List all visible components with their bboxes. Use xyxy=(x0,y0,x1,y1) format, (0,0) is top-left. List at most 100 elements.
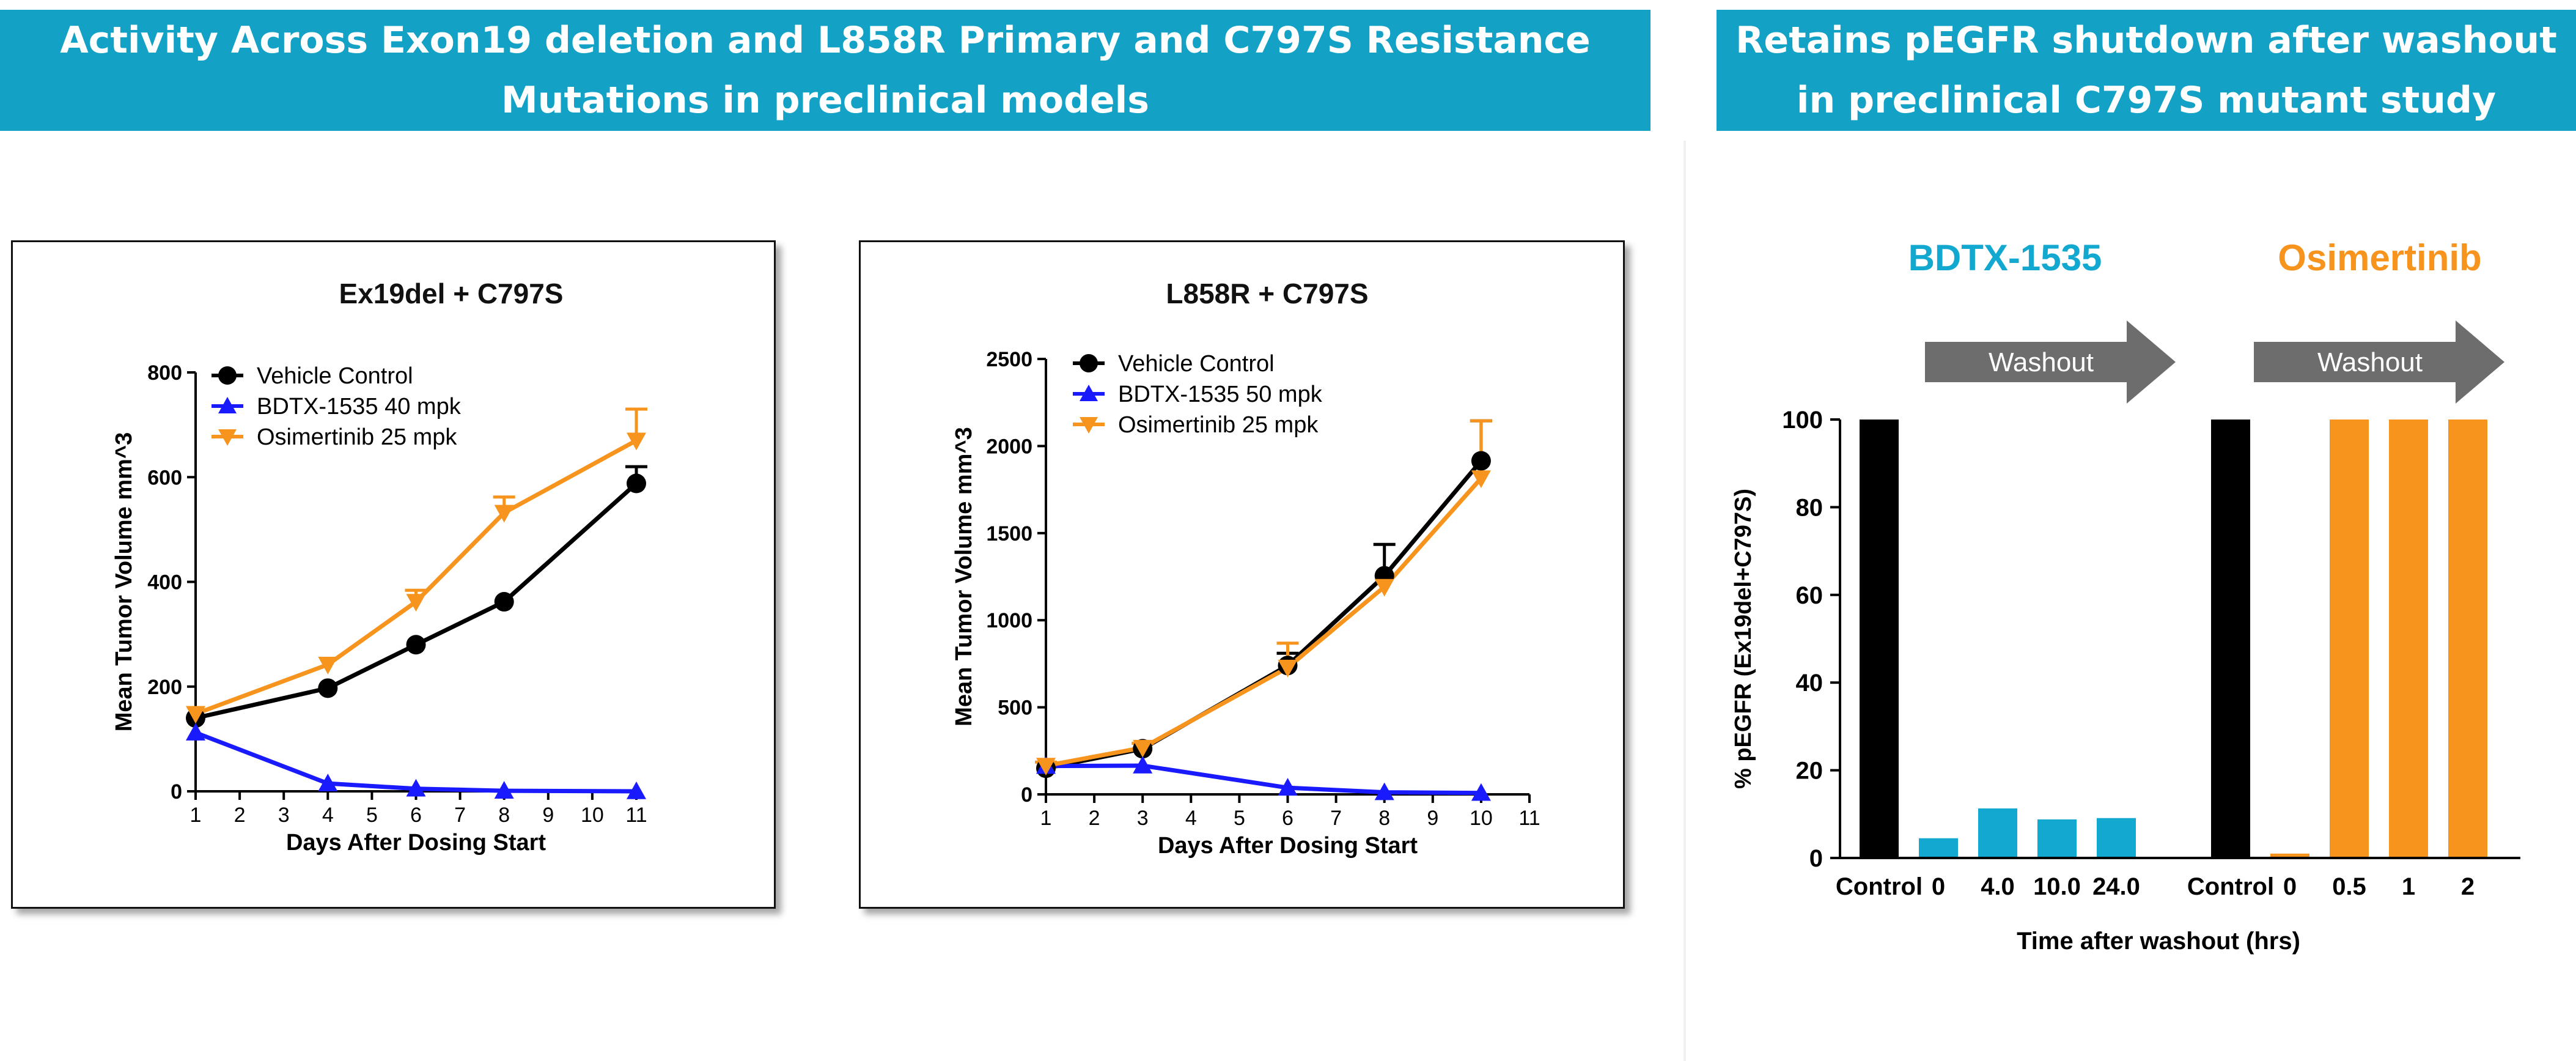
legend-label: BDTX-1535 50 mpk xyxy=(1118,382,1323,407)
y-tick-label: 0 xyxy=(1809,845,1823,872)
legend-marker xyxy=(218,397,237,413)
y-tick-label: 2000 xyxy=(986,435,1032,458)
x-tick-label: 4 xyxy=(1185,807,1197,830)
legend-marker xyxy=(1080,417,1098,434)
x-tick-label: 1 xyxy=(1040,807,1052,830)
legend-marker xyxy=(218,366,237,385)
x-tick-label: 0 xyxy=(2283,873,2297,900)
y-tick-label: 800 xyxy=(147,361,182,385)
y-axis-label: Mean Tumor Volume mm^3 xyxy=(951,427,977,726)
data-point xyxy=(1471,451,1491,471)
x-tick-label: 0 xyxy=(1932,873,1945,900)
y-tick-label: 80 xyxy=(1796,494,1823,521)
x-tick-label: 0.5 xyxy=(2332,873,2366,900)
y-tick-label: 1000 xyxy=(986,609,1032,632)
x-tick-label: 10.0 xyxy=(2033,873,2081,900)
x-tick-label: 2 xyxy=(1089,807,1100,830)
data-point xyxy=(318,774,338,791)
data-point xyxy=(494,505,514,523)
x-tick-label: 5 xyxy=(1234,807,1245,830)
data-point xyxy=(494,592,514,612)
data-point xyxy=(1374,579,1394,597)
banner-left-line1: Activity Across Exon19 deletion and L858… xyxy=(60,19,1591,62)
x-tick-label: 24.0 xyxy=(2092,873,2140,900)
series-line xyxy=(1045,763,1481,796)
washout-arrow-icon xyxy=(1925,320,2176,404)
x-tick-label: 7 xyxy=(454,804,466,827)
chart-title: L858R + C797S xyxy=(1166,278,1368,309)
washout-arrow-icon xyxy=(2254,320,2504,404)
chart-panel-l858r: L858R + C797S 1 2 3 4 5 6 7 8 9 10 11 0 500 1000 1500 20… xyxy=(859,240,1625,909)
data-point xyxy=(1471,783,1491,801)
x-tick-label: 5 xyxy=(366,804,378,827)
x-tick-label: 1 xyxy=(190,804,202,827)
y-tick-label: 60 xyxy=(1796,582,1823,609)
bar-chart-pegfr: BDTX-1535 Washout Control 0 4.0 10.0 24.0 Osime… xyxy=(1731,237,2520,955)
bar xyxy=(2330,420,2369,858)
banner-left-line2: Mutations in preclinical models xyxy=(501,79,1149,122)
data-point xyxy=(1374,782,1394,800)
line-chart-ex19del: Ex19del + C797S 1 2 3 4 5 6 7 8 9 10 11 0 200 400 600 80… xyxy=(111,278,647,856)
bar xyxy=(2097,818,2136,858)
y-tick-label: 0 xyxy=(1021,783,1032,807)
x-axis-label: Time after washout (hrs) xyxy=(2017,928,2300,955)
data-point xyxy=(1471,470,1491,489)
bar xyxy=(2037,819,2077,858)
x-tick-label: Control xyxy=(1836,873,1923,900)
x-tick-label: 11 xyxy=(625,804,647,827)
washout-label: Washout xyxy=(1989,347,2094,377)
x-tick-label: 10 xyxy=(581,804,604,827)
y-tick-label: 200 xyxy=(147,676,182,699)
legend-marker xyxy=(218,429,237,446)
x-tick-label: 8 xyxy=(498,804,510,827)
series-line xyxy=(194,438,638,716)
banner-right-line1: Retains pEGFR shutdown after washout xyxy=(1735,19,2557,62)
bar xyxy=(2448,420,2487,858)
x-tick-label: 8 xyxy=(1378,807,1390,830)
x-tick-label: Control xyxy=(2187,873,2274,900)
data-point xyxy=(186,706,205,724)
x-tick-label: 2 xyxy=(234,804,246,827)
x-tick-label: 9 xyxy=(542,804,554,827)
legend-label: BDTX-1535 40 mpk xyxy=(257,394,462,420)
group-title: Osimertinib xyxy=(2278,237,2481,278)
chart-title: Ex19del + C797S xyxy=(339,278,564,309)
bar xyxy=(2211,420,2250,858)
header-banner-right: Retains pEGFR shutdown after washout in … xyxy=(1717,10,2576,131)
data-point xyxy=(494,781,514,799)
y-axis-label: % pEGFR (Ex19del+C797S) xyxy=(1731,489,1756,789)
y-tick-label: 100 xyxy=(1782,407,1823,434)
legend-label: Vehicle Control xyxy=(257,363,413,389)
data-point xyxy=(318,656,338,675)
x-tick-label: 6 xyxy=(1282,807,1294,830)
x-tick-label: 4.0 xyxy=(1981,873,2015,900)
legend-marker xyxy=(1080,354,1098,372)
x-axis-label: Days After Dosing Start xyxy=(286,830,546,856)
bar xyxy=(2389,420,2428,858)
data-point xyxy=(406,778,426,797)
y-tick-label: 1500 xyxy=(986,522,1032,545)
data-point xyxy=(627,473,646,494)
x-axis-label: Days After Dosing Start xyxy=(1158,833,1418,859)
legend-marker xyxy=(1080,385,1098,401)
x-tick-label: 3 xyxy=(1137,807,1149,830)
x-tick-label: 9 xyxy=(1427,807,1438,830)
bar xyxy=(2270,853,2309,858)
bar xyxy=(1860,420,1899,858)
x-tick-label: 7 xyxy=(1330,807,1342,830)
x-tick-label: 1 xyxy=(2402,873,2415,900)
chart-panel-ex19del: Ex19del + C797S 1 2 3 4 5 6 7 8 9 10 11 0 200 400 600 80… xyxy=(11,240,776,909)
legend-label: Osimertinib 25 mpk xyxy=(1118,412,1319,438)
data-point xyxy=(627,432,646,451)
section-divider xyxy=(1684,141,1686,1061)
group-title: BDTX-1535 xyxy=(1908,237,2102,278)
bar xyxy=(1978,808,2017,858)
x-tick-label: 2 xyxy=(2461,873,2475,900)
data-point xyxy=(627,782,646,799)
y-tick-label: 400 xyxy=(147,571,182,594)
data-point xyxy=(406,594,426,612)
y-tick-label: 20 xyxy=(1796,758,1823,785)
x-tick-label: 11 xyxy=(1518,807,1540,830)
x-tick-label: 10 xyxy=(1470,807,1493,830)
y-tick-label: 0 xyxy=(171,780,182,804)
